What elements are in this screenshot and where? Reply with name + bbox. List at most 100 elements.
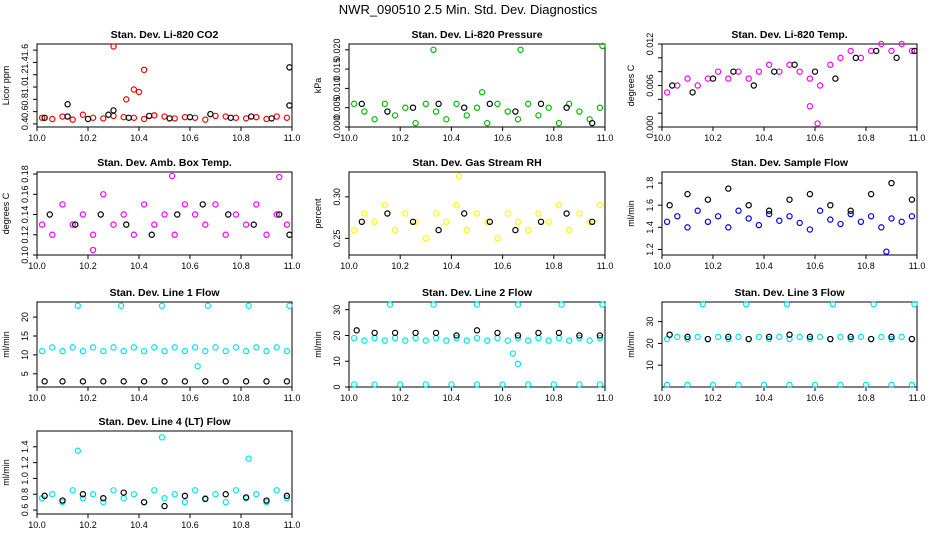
data-point	[473, 327, 481, 334]
data-point	[171, 344, 178, 351]
data-point	[158, 434, 166, 441]
data-point	[760, 381, 768, 389]
x-tick-label: 10.6	[806, 393, 824, 403]
data-point	[140, 115, 148, 123]
data-point	[130, 231, 138, 238]
x-tick-label: 10.6	[494, 393, 512, 403]
data-point	[545, 218, 552, 225]
data-point	[253, 491, 260, 498]
data-point	[222, 231, 229, 238]
data-point	[202, 221, 209, 228]
data-point	[174, 211, 181, 218]
data-point	[120, 211, 127, 218]
data-point	[694, 82, 701, 89]
y-tick-label: 5	[20, 371, 30, 376]
data-point	[525, 100, 532, 108]
data-point	[120, 489, 127, 496]
data-point	[38, 114, 46, 121]
data-point	[222, 113, 229, 120]
plot-frame	[36, 43, 293, 128]
data-point	[110, 344, 117, 351]
data-point	[350, 381, 358, 388]
data-point	[755, 68, 763, 75]
data-point	[837, 54, 844, 62]
data-point	[786, 213, 793, 220]
data-point	[120, 494, 127, 502]
data-point	[888, 179, 895, 187]
data-point	[494, 334, 501, 342]
data-point	[565, 226, 573, 234]
data-point	[867, 190, 875, 198]
data-point	[857, 218, 865, 225]
data-point	[535, 329, 542, 337]
x-tick-label: 10.6	[494, 133, 512, 143]
data-point	[430, 46, 437, 53]
x-tick-label: 10.2	[391, 393, 409, 403]
x-tick-label: 10.6	[181, 261, 199, 271]
plot-frame	[348, 171, 606, 256]
data-point	[191, 487, 199, 494]
data-point	[870, 300, 877, 308]
data-series-2	[41, 378, 291, 385]
data-point	[730, 68, 737, 75]
data-point	[79, 347, 87, 355]
data-point	[576, 210, 583, 217]
data-point	[453, 201, 460, 209]
data-point	[484, 337, 491, 344]
data-point	[89, 114, 97, 121]
data-point	[74, 447, 82, 454]
data-series-2	[358, 210, 596, 234]
data-point	[806, 335, 814, 343]
y-tick-label: 1.6	[645, 199, 655, 212]
chart-panel-4: Stan. Dev. Amb. Box Temp. degrees C 10.0 10…	[1, 157, 300, 271]
data-point	[684, 335, 691, 343]
data-point	[537, 218, 545, 225]
data-point	[811, 68, 819, 75]
data-point	[514, 334, 522, 342]
x-tick-label: 10.8	[232, 520, 250, 530]
y-tick-label: 0.8	[20, 488, 30, 501]
data-point	[565, 337, 573, 344]
data-point	[699, 300, 707, 308]
x-tick-label: 10.8	[232, 393, 250, 403]
x-tick-label: 11.0	[909, 133, 926, 143]
data-point	[514, 301, 522, 308]
data-point	[714, 333, 722, 341]
data-series-2	[663, 381, 916, 389]
data-point	[816, 333, 824, 341]
y-tick-label: 1.6	[20, 44, 30, 57]
data-point	[97, 211, 104, 218]
data-point	[776, 68, 783, 75]
y-tick-label: 1.4	[645, 221, 655, 234]
x-tick-label: 11.0	[284, 133, 301, 143]
data-point	[276, 211, 283, 218]
data-point	[46, 211, 53, 218]
data-point	[589, 218, 596, 225]
data-point	[59, 497, 66, 504]
y-tick-label: 20	[645, 338, 655, 348]
data-point	[41, 492, 48, 500]
panel-title: Stan. Dev. Sample Flow	[731, 157, 849, 169]
data-point	[161, 378, 168, 385]
y-axis-label: degrees C	[1, 192, 11, 234]
data-point	[558, 301, 565, 308]
x-tick-label: 11.0	[284, 393, 301, 403]
data-point	[105, 111, 112, 118]
data-point	[911, 300, 918, 308]
data-point	[283, 221, 291, 228]
data-point	[725, 185, 732, 192]
data-point	[878, 224, 885, 231]
data-point	[38, 221, 46, 228]
data-point	[878, 333, 885, 341]
data-point	[461, 210, 468, 217]
data-point	[791, 61, 798, 68]
data-point	[222, 498, 229, 506]
data-point	[847, 47, 854, 55]
x-tick-label: 10.8	[857, 393, 875, 403]
y-tick-label: 0.000	[645, 116, 655, 139]
data-point	[555, 201, 563, 209]
data-point	[535, 112, 542, 119]
x-tick-label: 10.2	[391, 133, 409, 143]
data-point	[666, 331, 673, 338]
x-tick-label: 11.0	[597, 133, 614, 143]
